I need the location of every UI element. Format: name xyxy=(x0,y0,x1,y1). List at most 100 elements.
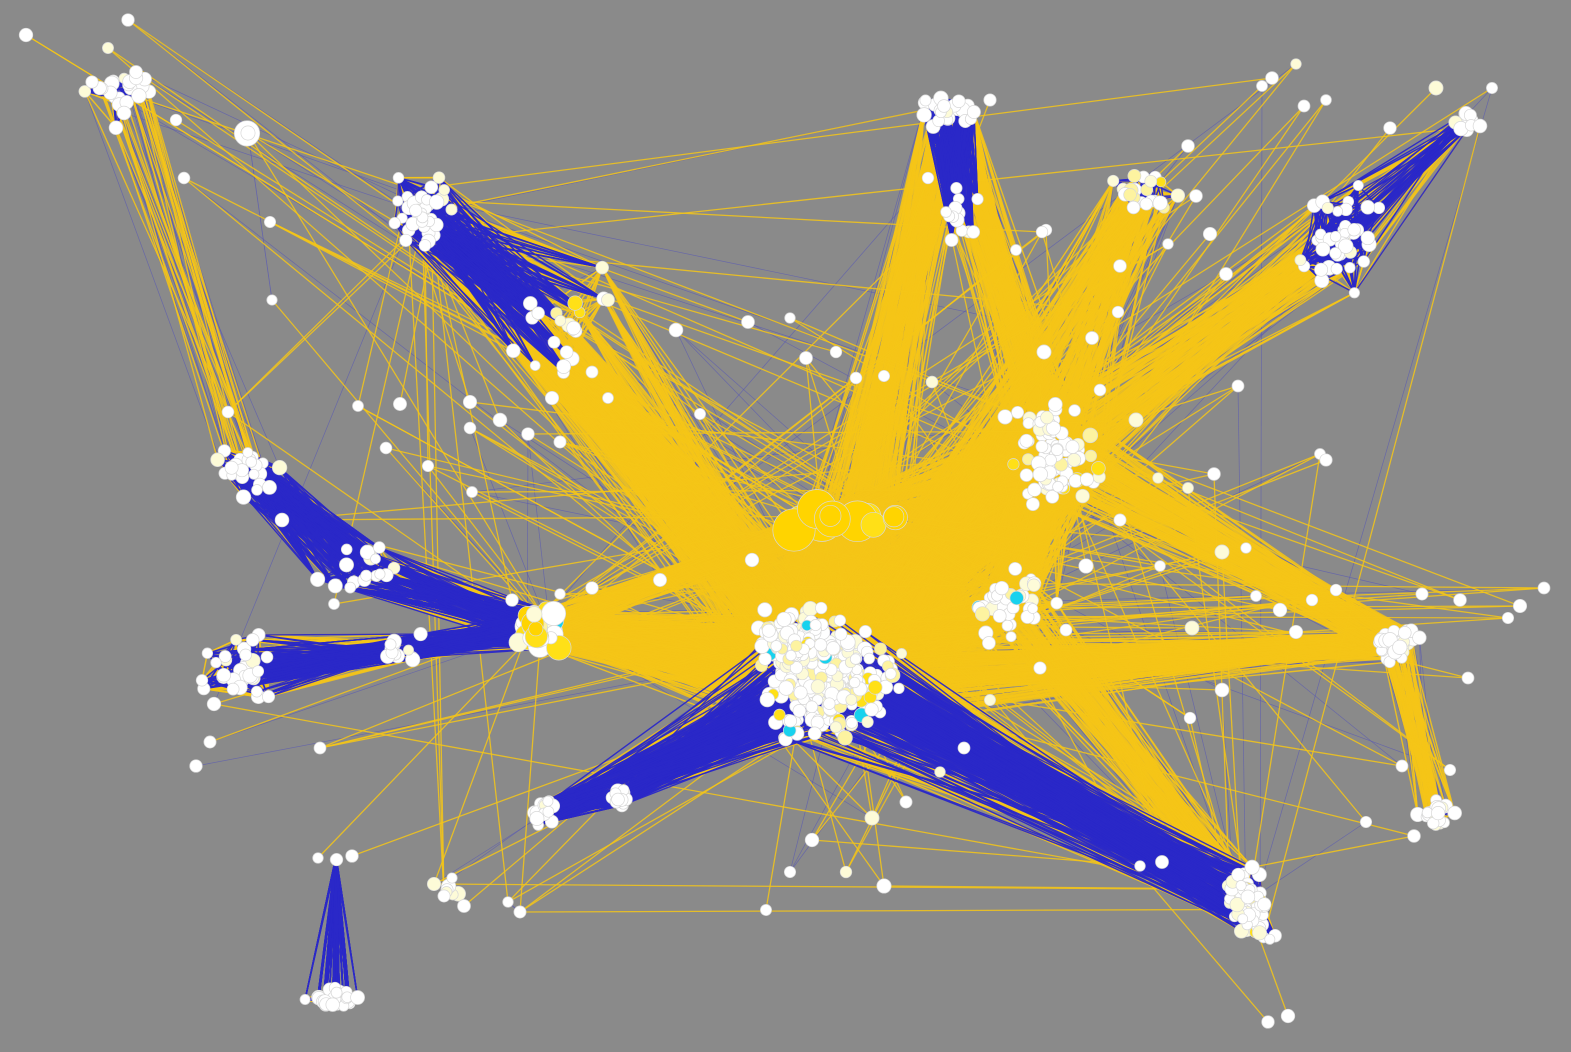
graph-node[interactable] xyxy=(799,351,813,365)
graph-node[interactable] xyxy=(352,400,364,412)
graph-node[interactable] xyxy=(845,717,858,729)
graph-node[interactable] xyxy=(992,609,1007,623)
graph-node[interactable] xyxy=(1019,468,1034,482)
graph-node[interactable] xyxy=(937,99,951,113)
graph-node[interactable] xyxy=(1231,379,1245,393)
graph-node[interactable] xyxy=(804,832,820,848)
graph-node[interactable] xyxy=(1264,933,1276,945)
graph-node[interactable] xyxy=(1078,558,1094,574)
graph-node[interactable] xyxy=(1050,596,1063,610)
graph-node[interactable] xyxy=(1134,860,1146,872)
graph-node[interactable] xyxy=(1022,417,1035,430)
graph-node[interactable] xyxy=(1252,925,1267,941)
graph-node[interactable] xyxy=(1431,806,1446,821)
graph-node[interactable] xyxy=(210,452,225,468)
graph-node[interactable] xyxy=(860,511,887,538)
graph-node[interactable] xyxy=(966,225,981,239)
graph-node[interactable] xyxy=(997,409,1013,425)
graph-node[interactable] xyxy=(1144,174,1158,188)
graph-node[interactable] xyxy=(1181,139,1195,153)
graph-node[interactable] xyxy=(776,611,792,627)
graph-node[interactable] xyxy=(1297,99,1311,113)
graph-node[interactable] xyxy=(1329,247,1342,260)
graph-node[interactable] xyxy=(108,120,124,135)
graph-node[interactable] xyxy=(1219,267,1233,281)
graph-node[interactable] xyxy=(251,484,263,496)
graph-node[interactable] xyxy=(216,667,231,683)
graph-node[interactable] xyxy=(271,459,288,476)
graph-node[interactable] xyxy=(505,593,519,607)
graph-node[interactable] xyxy=(373,541,386,554)
graph-node[interactable] xyxy=(1085,331,1099,345)
graph-node[interactable] xyxy=(1512,598,1528,614)
graph-node[interactable] xyxy=(790,639,803,652)
graph-node[interactable] xyxy=(1126,200,1141,215)
graph-node[interactable] xyxy=(1113,513,1127,527)
graph-node[interactable] xyxy=(544,390,560,406)
graph-node[interactable] xyxy=(428,194,445,210)
graph-node[interactable] xyxy=(1329,583,1343,597)
graph-node[interactable] xyxy=(523,296,538,311)
graph-node[interactable] xyxy=(829,345,843,359)
graph-node[interactable] xyxy=(521,427,535,441)
graph-node[interactable] xyxy=(1152,195,1168,211)
graph-node[interactable] xyxy=(1398,626,1412,640)
graph-node[interactable] xyxy=(266,294,278,306)
graph-node[interactable] xyxy=(529,811,545,826)
graph-node[interactable] xyxy=(783,714,798,728)
graph-node[interactable] xyxy=(438,184,450,196)
graph-node[interactable] xyxy=(759,691,775,708)
graph-node[interactable] xyxy=(116,105,132,121)
graph-node[interactable] xyxy=(849,653,862,665)
graph-node[interactable] xyxy=(877,369,891,383)
graph-node[interactable] xyxy=(1155,855,1169,869)
graph-node[interactable] xyxy=(1128,412,1144,428)
graph-node[interactable] xyxy=(327,578,343,594)
graph-node[interactable] xyxy=(810,679,826,694)
graph-node[interactable] xyxy=(845,693,858,706)
graph-node[interactable] xyxy=(815,601,828,615)
graph-node[interactable] xyxy=(1235,880,1247,891)
graph-node[interactable] xyxy=(210,656,222,669)
graph-node[interactable] xyxy=(1332,205,1344,217)
graph-node[interactable] xyxy=(1453,593,1467,607)
graph-node[interactable] xyxy=(974,606,991,622)
graph-node[interactable] xyxy=(950,182,963,195)
graph-node[interactable] xyxy=(1065,439,1080,454)
graph-node[interactable] xyxy=(1046,420,1061,436)
graph-node[interactable] xyxy=(169,113,183,127)
graph-node[interactable] xyxy=(1231,867,1246,882)
graph-node[interactable] xyxy=(328,598,340,610)
graph-node[interactable] xyxy=(1415,587,1429,601)
graph-node[interactable] xyxy=(421,459,435,473)
graph-node[interactable] xyxy=(409,203,423,217)
graph-node[interactable] xyxy=(1329,230,1342,243)
graph-node[interactable] xyxy=(784,312,796,324)
graph-node[interactable] xyxy=(250,685,263,698)
graph-node[interactable] xyxy=(1067,453,1082,467)
graph-node[interactable] xyxy=(1084,449,1097,463)
graph-node[interactable] xyxy=(916,107,932,123)
graph-node[interactable] xyxy=(758,652,772,666)
graph-node[interactable] xyxy=(226,682,240,696)
graph-node[interactable] xyxy=(925,375,939,389)
graph-node[interactable] xyxy=(1294,254,1307,266)
graph-node[interactable] xyxy=(858,625,872,639)
graph-node[interactable] xyxy=(1207,467,1221,481)
graph-node[interactable] xyxy=(884,667,897,680)
graph-node[interactable] xyxy=(1321,201,1334,215)
graph-node[interactable] xyxy=(944,233,959,247)
graph-node[interactable] xyxy=(1290,58,1302,70)
graph-node[interactable] xyxy=(805,700,819,714)
graph-node[interactable] xyxy=(1019,433,1034,448)
graph-node[interactable] xyxy=(547,335,561,349)
graph-node[interactable] xyxy=(492,412,508,428)
graph-node[interactable] xyxy=(863,652,875,665)
graph-node[interactable] xyxy=(1240,542,1252,554)
graph-node[interactable] xyxy=(340,543,353,556)
graph-node[interactable] xyxy=(554,588,566,600)
graph-node[interactable] xyxy=(242,447,254,458)
graph-node[interactable] xyxy=(230,633,242,646)
graph-node[interactable] xyxy=(1123,188,1137,202)
graph-node[interactable] xyxy=(864,702,879,717)
